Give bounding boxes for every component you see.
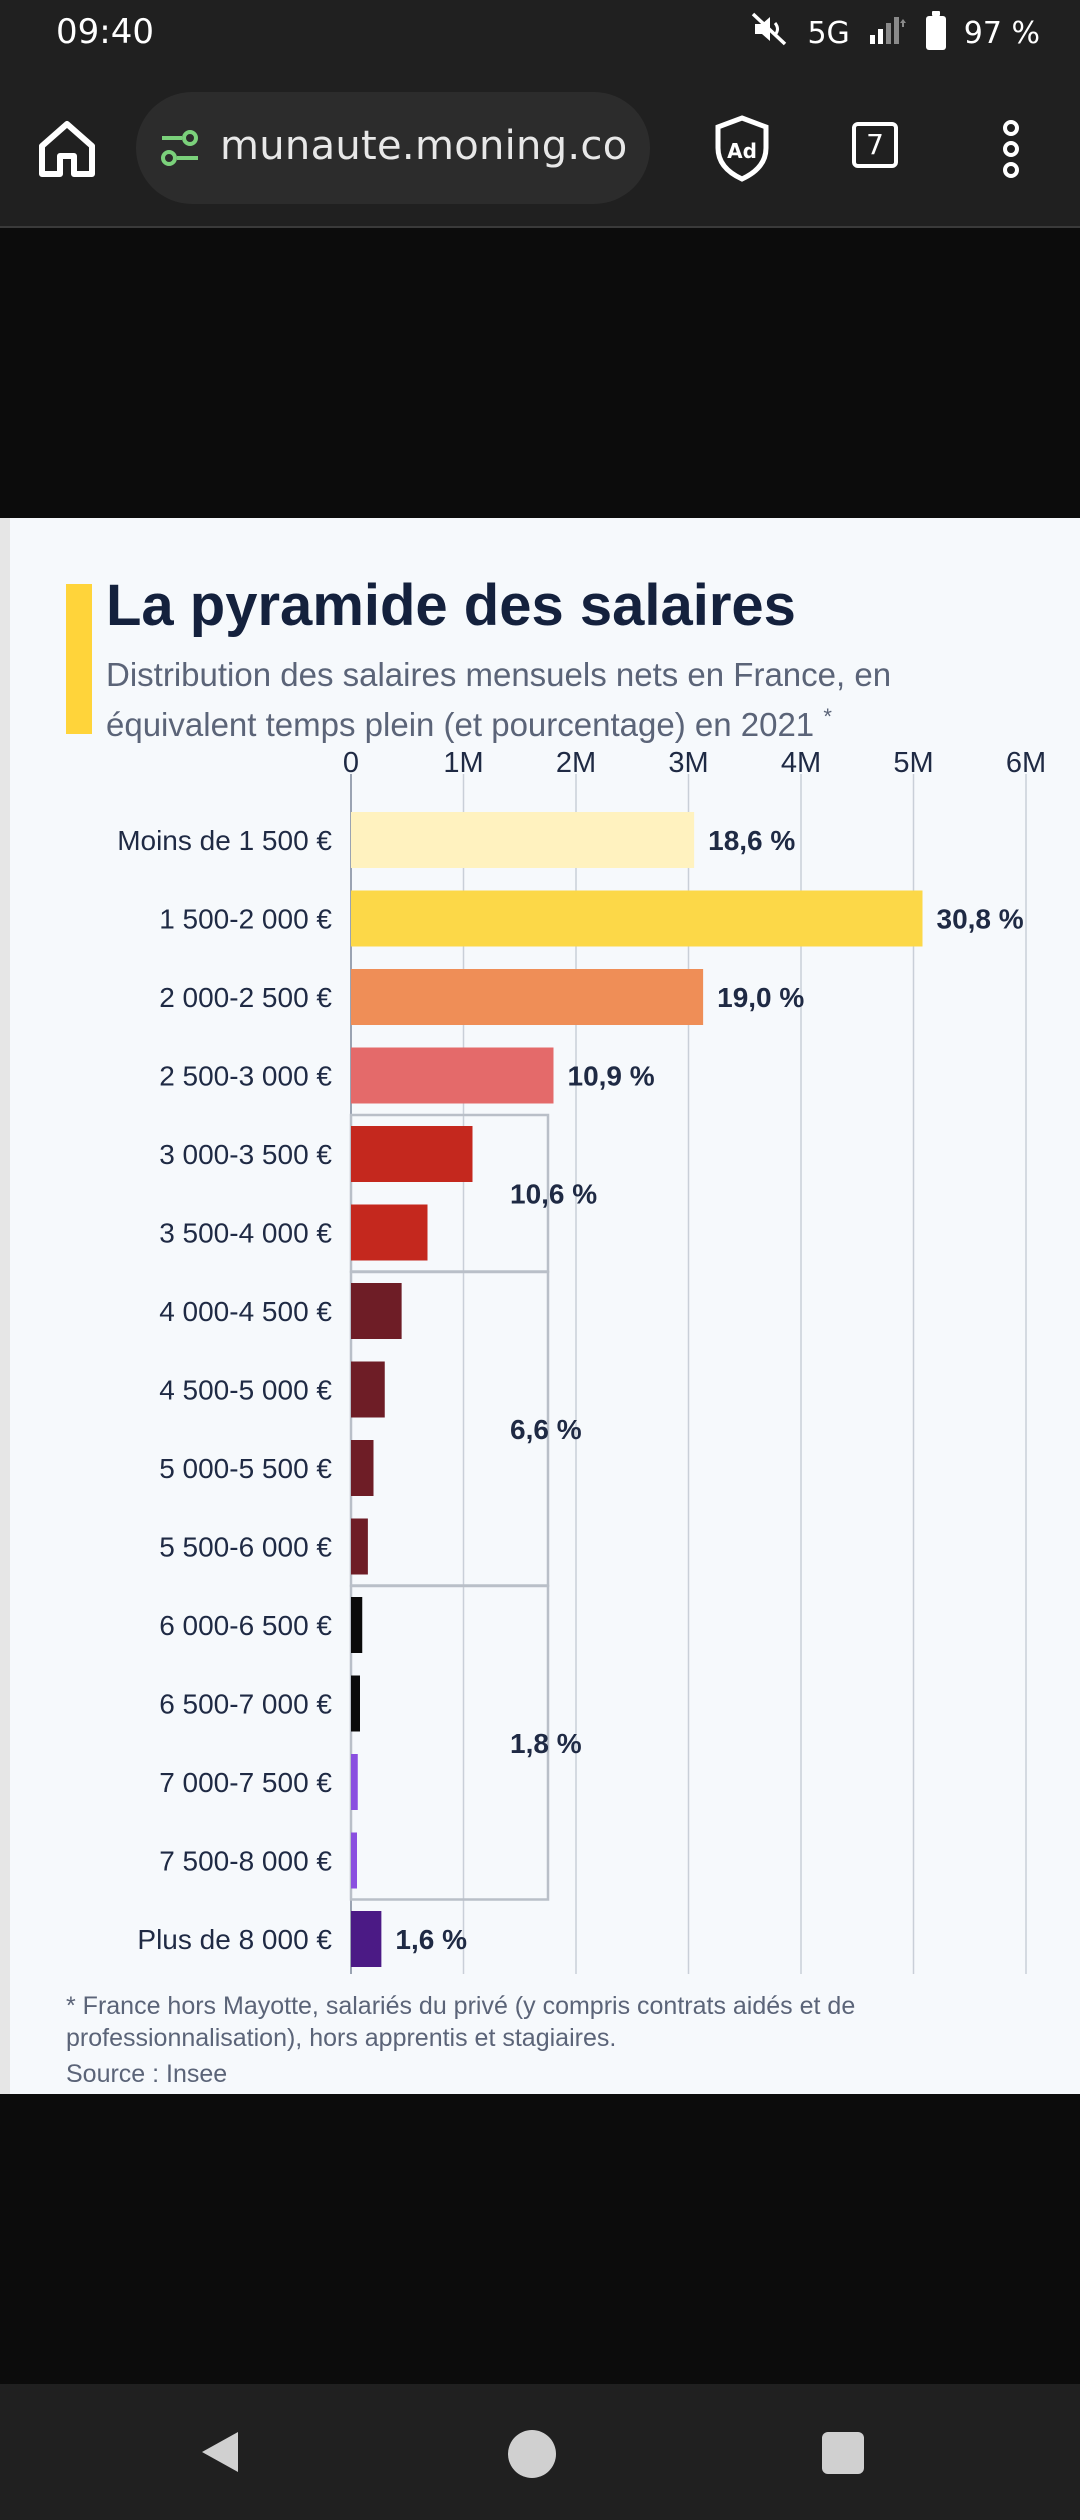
- site-settings-icon[interactable]: [158, 128, 202, 168]
- data-label: 19,0 %: [717, 982, 804, 1013]
- category-label: 1 500-2 000 €: [159, 904, 332, 935]
- chart-panel: La pyramide des salaires Distribution de…: [0, 518, 1080, 2094]
- back-icon[interactable]: [196, 2428, 244, 2481]
- x-tick-label: 0: [343, 747, 359, 779]
- bar: [351, 1832, 357, 1889]
- svg-text:Ad: Ad: [727, 139, 757, 163]
- category-label: 6 000-6 500 €: [159, 1610, 332, 1641]
- status-icons: 5G 97 %: [751, 11, 1040, 54]
- category-label: 7 000-7 500 €: [159, 1767, 332, 1798]
- title-accent-bar: [66, 584, 92, 734]
- subtitle-footnote-mark: *: [823, 704, 832, 729]
- bar: [351, 1911, 382, 1967]
- bar: [351, 1675, 360, 1732]
- chart-subtitle-text: Distribution des salaires mensuels nets …: [106, 656, 892, 743]
- signal-icon: [868, 13, 908, 53]
- group-bracket: [349, 1584, 550, 1901]
- adblock-icon[interactable]: Ad: [712, 114, 772, 184]
- mute-icon: [751, 12, 789, 54]
- recent-apps-icon[interactable]: [822, 2432, 864, 2474]
- status-bar: 09:40 5G 97 %: [0, 0, 1080, 72]
- data-label: 18,6 %: [708, 825, 795, 856]
- system-nav-bar: [0, 2384, 1080, 2520]
- x-tick-label: 3M: [668, 747, 708, 779]
- bar: [351, 1518, 368, 1575]
- chart-title: La pyramide des salaires: [106, 573, 796, 638]
- category-label: 5 500-6 000 €: [159, 1532, 332, 1563]
- chart-source: Source : Insee: [66, 2060, 228, 2088]
- category-label: 5 000-5 500 €: [159, 1453, 332, 1484]
- category-label: 2 500-3 000 €: [159, 1061, 332, 1092]
- bar: [351, 969, 704, 1025]
- category-label: 3 000-3 500 €: [159, 1139, 332, 1170]
- category-label: 4 000-4 500 €: [159, 1296, 332, 1327]
- category-label: 7 500-8 000 €: [159, 1846, 332, 1877]
- menu-icon[interactable]: [996, 114, 1026, 184]
- x-tick-label: 1M: [443, 747, 483, 779]
- bar: [351, 1440, 374, 1496]
- home-nav-icon[interactable]: [508, 2430, 556, 2478]
- battery-icon: [925, 11, 946, 50]
- x-tick-label: 2M: [556, 747, 596, 779]
- home-icon[interactable]: [34, 116, 100, 182]
- category-label: 6 500-7 000 €: [159, 1689, 332, 1720]
- group-label: 6,6 %: [510, 1414, 582, 1445]
- battery-level: 97 %: [963, 15, 1040, 51]
- data-label: 1,6 %: [395, 1924, 467, 1955]
- browser-toolbar: munaute.moning.co Ad 7: [0, 72, 1080, 228]
- bar: [351, 1283, 402, 1339]
- bar: [351, 1047, 554, 1104]
- x-tick-label: 4M: [781, 747, 821, 779]
- category-label: 3 500-4 000 €: [159, 1218, 332, 1249]
- salary-bar-chart: 0 1M 2M 3M 4M 5M 6M 10,6 % 6,6 % 1,8 % Moins de 1 …: [117, 747, 1046, 1974]
- url-text[interactable]: munaute.moning.co: [220, 123, 628, 169]
- group-label: 10,6 %: [510, 1178, 597, 1209]
- tabs-icon[interactable]: 7: [852, 122, 898, 168]
- bar: [351, 1597, 363, 1653]
- bar: [351, 812, 695, 868]
- x-tick-label: 5M: [893, 747, 933, 779]
- category-label: 2 000-2 500 €: [159, 982, 332, 1013]
- group-label: 1,8 %: [510, 1728, 582, 1759]
- status-time: 09:40: [56, 12, 154, 52]
- category-label: 4 500-5 000 €: [159, 1375, 332, 1406]
- data-label: 10,9 %: [568, 1061, 655, 1092]
- bar: [351, 1126, 473, 1182]
- data-label: 30,8 %: [937, 904, 1024, 935]
- x-tick-label: 6M: [1006, 747, 1046, 779]
- bar: [351, 1754, 358, 1810]
- chart-footnote: * France hors Mayotte, salariés du privé…: [66, 1992, 856, 2052]
- chart-subtitle: Distribution des salaires mensuels nets …: [106, 654, 1006, 746]
- network-type: 5G: [807, 15, 850, 51]
- bar: [351, 1204, 428, 1261]
- category-label: Plus de 8 000 €: [137, 1924, 332, 1955]
- url-bar[interactable]: munaute.moning.co: [136, 92, 650, 204]
- bar: [351, 890, 923, 947]
- bar: [351, 1361, 385, 1418]
- category-label: Moins de 1 500 €: [117, 825, 332, 856]
